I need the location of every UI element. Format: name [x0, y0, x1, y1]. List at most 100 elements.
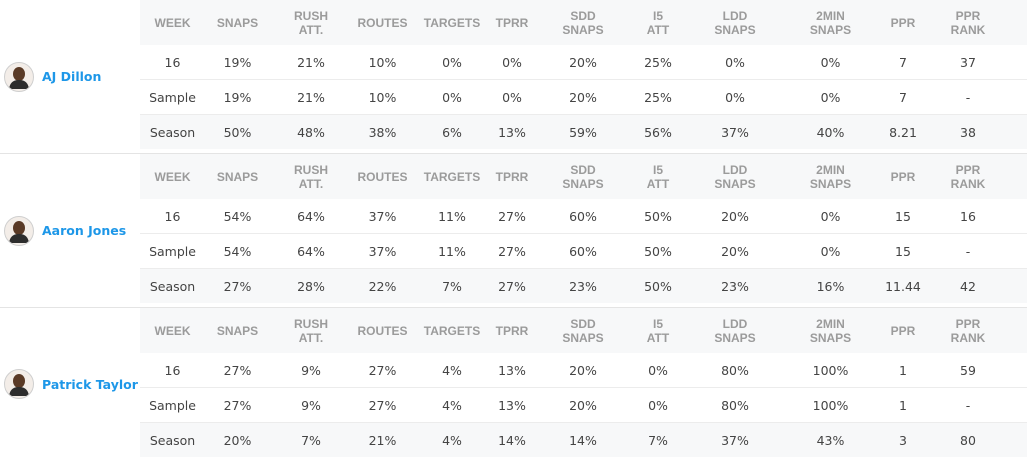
table-row: Season 27% 28% 22% 7% 27% 23% 50% 23% 16% 11.44 42 — [140, 269, 1027, 303]
stat-cell: 20% — [569, 54, 597, 70]
column-header-line: SDD — [570, 8, 596, 23]
stat-cell: 14% — [569, 432, 597, 448]
row-label: Season — [149, 278, 196, 294]
stat-cell: 0% — [820, 243, 841, 259]
column-header-line: SNAPS — [216, 169, 259, 184]
table-row: Sample 27% 9% 27% 4% 13% 20% 0% 80% 100% 1 - — [140, 387, 1027, 423]
stat-cell: 20% — [223, 432, 252, 448]
stat-cell: 0% — [648, 362, 668, 378]
player-headshot-svg — [9, 220, 29, 243]
column-header-line: WEEK — [154, 169, 191, 184]
player-name-link[interactable]: Aaron Jones — [42, 223, 127, 238]
table-row: Sample 54% 64% 37% 11% 27% 60% 50% 20% 0% 15 - — [140, 233, 1027, 269]
stat-cell: 3 — [899, 432, 907, 448]
stat-cell: 100% — [812, 362, 849, 378]
stat-cell: 7% — [442, 278, 462, 294]
player-name-link[interactable]: Patrick Taylor — [42, 376, 138, 392]
column-header-line: LDD — [722, 8, 748, 23]
column-header-line: PPR — [955, 8, 981, 23]
player-name-link[interactable]: AJ Dillon — [42, 69, 102, 84]
table-row: Season 20% 7% 21% 4% 14% 14% 7% 37% 43% 3 80 — [140, 423, 1027, 457]
column-header-line: RANK — [950, 22, 986, 37]
column-header: ROUTES — [352, 324, 413, 338]
column-header: SDD SNAPS — [533, 317, 633, 345]
stat-cell: - — [965, 89, 971, 105]
stat-cell: 6% — [442, 124, 462, 140]
stat-cell: 56% — [644, 124, 672, 140]
stat-cell: 1 — [899, 397, 907, 413]
player-info: Patrick Taylor — [0, 308, 140, 460]
header-row: WEEK SNAPS RUSH ATT. ROUTES TARGETS TPRR SDD SNA… — [140, 154, 1027, 199]
column-header-line: ATT. — [298, 22, 324, 37]
column-header-line: SNAPS — [562, 176, 604, 191]
column-header-line: TPRR — [495, 323, 529, 338]
stat-cell: 0% — [502, 89, 522, 105]
stat-cell: 27% — [368, 362, 397, 378]
stat-cell: - — [965, 243, 971, 259]
stat-cell: 48% — [297, 124, 325, 140]
table-row: 16 27% 9% 27% 4% 13% 20% 0% 80% 100% 1 59 — [140, 353, 1027, 387]
column-header: RUSH ATT. — [270, 163, 352, 191]
column-header: TPRR — [491, 324, 533, 338]
column-header-line: I5 — [652, 316, 663, 331]
stat-cell: 64% — [297, 243, 325, 259]
stat-cell: 4% — [442, 362, 462, 378]
table-row: 16 19% 21% 10% 0% 0% 20% 25% 0% 0% 7 37 — [140, 45, 1027, 79]
stat-cell: 4% — [442, 397, 462, 413]
column-header-line: ATT — [646, 176, 670, 191]
column-header: PPR — [874, 324, 932, 338]
column-header-line: WEEK — [154, 15, 191, 30]
column-header-line: SNAPS — [809, 176, 852, 191]
column-header-line: ROUTES — [357, 323, 408, 338]
column-header-line: TPRR — [495, 169, 529, 184]
column-header: TARGETS — [413, 170, 491, 184]
row-label: Sample — [149, 89, 196, 105]
stat-cell: 37% — [721, 124, 749, 140]
stat-cell: 7% — [648, 432, 668, 448]
column-header: PPR — [874, 170, 932, 184]
column-header-line: RUSH — [293, 8, 328, 23]
stat-cell: 0% — [725, 54, 745, 70]
column-header-line: SNAPS — [809, 330, 852, 345]
stat-cell: 50% — [644, 208, 672, 224]
column-header-line: ROUTES — [357, 169, 408, 184]
column-header: PPR — [874, 16, 932, 30]
stat-cell: 8.21 — [889, 124, 917, 140]
column-header-line: SDD — [570, 162, 596, 177]
stat-cell: 60% — [569, 208, 597, 224]
stat-cell: 25% — [644, 54, 672, 70]
column-header-line: PPR — [890, 15, 916, 30]
stat-cell: 28% — [297, 278, 325, 294]
player-headshot-svg — [9, 374, 29, 396]
header-row: WEEK SNAPS RUSH ATT. ROUTES TARGETS TPRR SDD SNA… — [140, 308, 1027, 353]
stat-cell: 15 — [895, 243, 911, 259]
stat-cell: 0% — [820, 89, 841, 105]
column-header-line: PPR — [890, 323, 916, 338]
column-header-line: LDD — [722, 162, 748, 177]
column-header: RUSH ATT. — [270, 9, 352, 37]
column-header: TPRR — [491, 170, 533, 184]
column-header: ROUTES — [352, 16, 413, 30]
column-header: 2MIN SNAPS — [787, 163, 874, 191]
column-header-line: TARGETS — [423, 169, 481, 184]
stat-cell: 27% — [223, 278, 252, 294]
column-header: I5 ATT — [633, 163, 683, 191]
table-row: Sample 19% 21% 10% 0% 0% 20% 25% 0% 0% 7 - — [140, 79, 1027, 115]
stat-cell: 15 — [895, 208, 911, 224]
player-stats: WEEK SNAPS RUSH ATT. ROUTES TARGETS TPRR SDD SNA… — [140, 154, 1027, 307]
table-row: 16 54% 64% 37% 11% 27% 60% 50% 20% 0% 15 16 — [140, 199, 1027, 233]
column-header: LDD SNAPS — [683, 9, 787, 37]
column-header-line: SNAPS — [714, 330, 756, 345]
stat-cell: 16% — [816, 278, 845, 294]
stat-cell: 20% — [569, 362, 597, 378]
column-header: TARGETS — [413, 16, 491, 30]
row-label: 16 — [164, 208, 181, 224]
column-header: SNAPS — [205, 324, 270, 338]
column-header-line: WEEK — [154, 323, 191, 338]
stat-cell: 1 — [899, 362, 907, 378]
stat-cell: 59 — [960, 362, 976, 378]
column-header: PPR RANK — [932, 163, 1004, 191]
column-header-line: PPR — [955, 162, 981, 177]
table-row: Season 50% 48% 38% 6% 13% 59% 56% 37% 40% 8.21 38 — [140, 115, 1027, 149]
column-header-line: SNAPS — [714, 22, 756, 37]
